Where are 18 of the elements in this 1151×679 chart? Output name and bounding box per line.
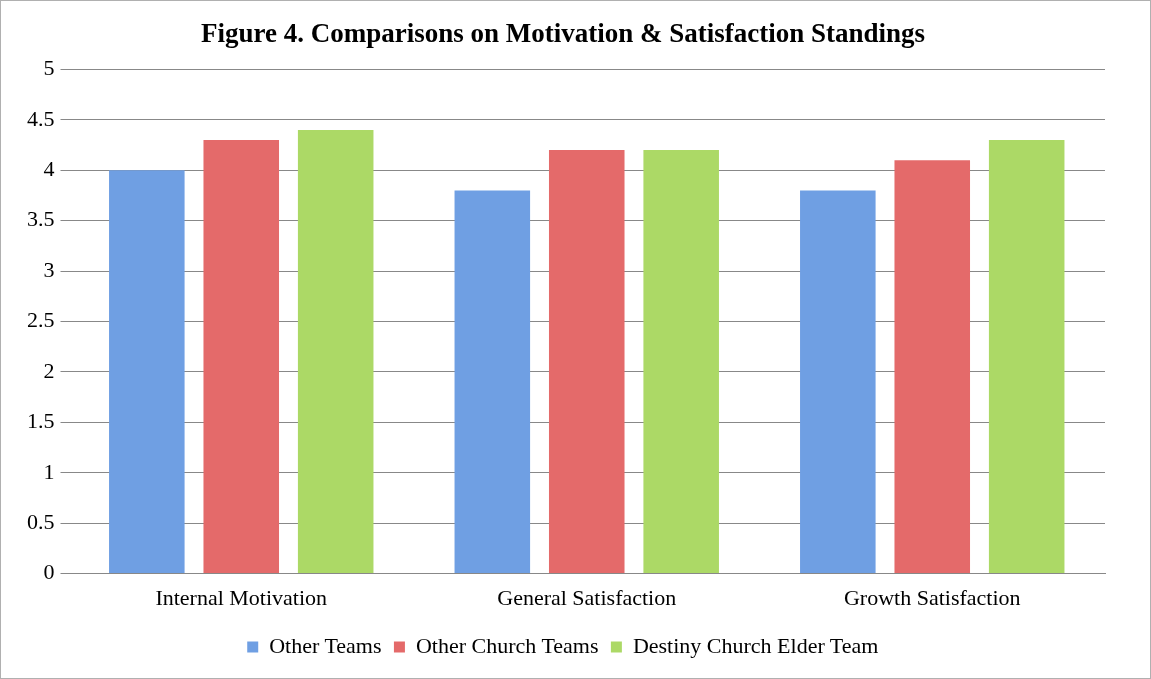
y-tick-label: 3.5 (27, 206, 55, 232)
y-tick-label: 0 (43, 559, 55, 585)
y-tick-label: 4 (43, 156, 55, 182)
y-tick-label: 3 (43, 256, 55, 282)
y-tick-label: 2.5 (27, 307, 55, 333)
y-tick-label: 1.5 (27, 408, 55, 434)
legend-label: Other Church Teams (415, 632, 599, 658)
y-tick-label: 0.5 (27, 508, 55, 534)
y-tick-label: 4.5 (27, 105, 55, 131)
y-tick-label: 5 (43, 55, 55, 81)
x-tick-label: Internal Motivation (155, 584, 328, 610)
x-tick-label: Growth Satisfaction (843, 584, 1021, 610)
legend-label: Other Teams (269, 632, 382, 658)
y-tick-label: 2 (43, 357, 55, 383)
chart-title: Figure 4. Comparisons on Motivation & Satisfaction Standings (200, 18, 926, 49)
x-tick-label: General Satisfaction (497, 584, 677, 610)
legend-label: Destiny Church Elder Team (632, 632, 879, 658)
y-tick-label: 1 (43, 458, 55, 484)
